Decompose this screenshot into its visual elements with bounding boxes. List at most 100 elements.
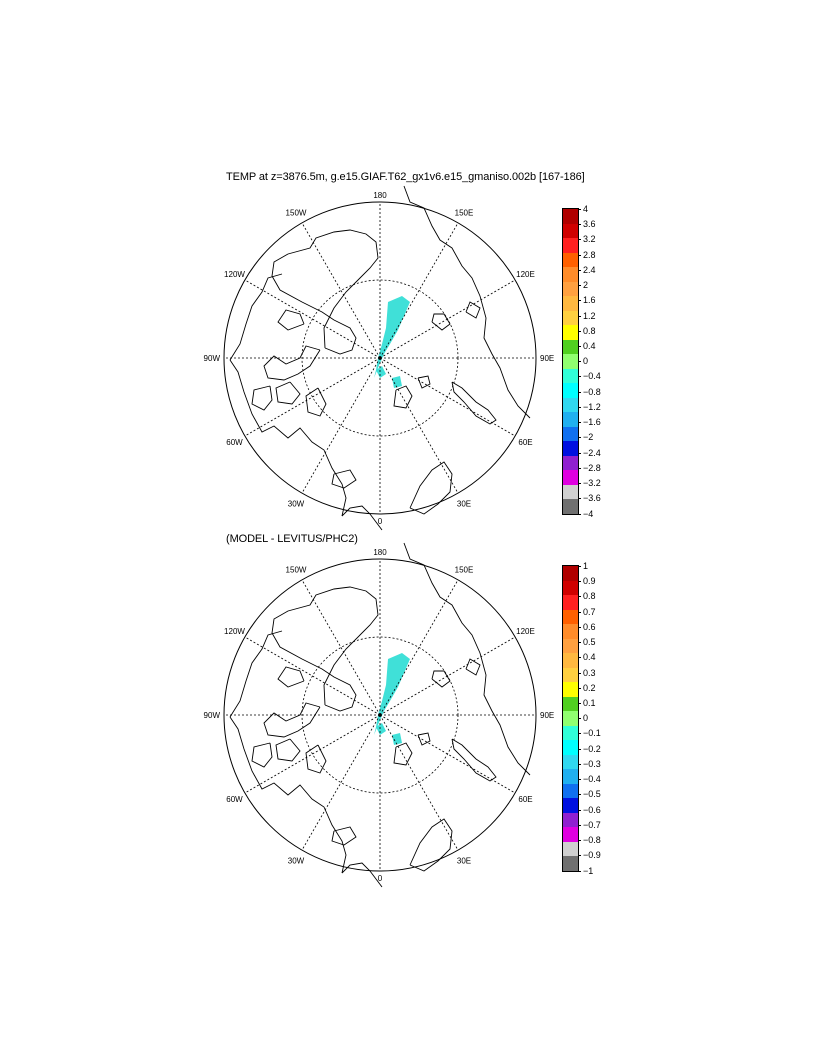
coastline: [417, 732, 431, 746]
colorbar-label: 0.4: [583, 652, 596, 663]
coastline: [229, 359, 347, 517]
colorbar-swatch: [563, 595, 578, 610]
colorbar-swatch: [563, 223, 578, 239]
colorbar-label: −0.6: [583, 804, 601, 815]
colorbar-tick: [578, 763, 581, 765]
panel-title-temp: TEMP at z=3876.5m, g.e15.GIAF.T62_gx1v6.…: [226, 171, 585, 183]
meridian-line: [379, 714, 516, 794]
polar-map-difference: 180 150E 120E 90E 60E 30E 0 30W 60W 90W 120W 150W: [204, 542, 554, 888]
colorbar-tick: [578, 483, 581, 485]
meridian-line: [301, 222, 381, 359]
longitude-label: 120W: [224, 270, 245, 279]
coastline: [341, 862, 383, 888]
coastline: [393, 742, 413, 766]
colorbar-swatch: [563, 798, 578, 813]
colorbar-label: 0.4: [583, 341, 596, 352]
colorbar-label: −2: [583, 432, 594, 443]
colorbar-tick: [578, 422, 581, 424]
colorbar-tick: [578, 406, 581, 408]
colorbar-swatch: [563, 252, 578, 268]
panel-title-difference: (MODEL - LEVITUS/PHC2): [226, 533, 358, 545]
colorbar-swatch: [563, 368, 578, 384]
colorbar-label: −1: [583, 865, 594, 876]
colorbar-tick: [578, 748, 581, 750]
colorbar-swatch: [563, 296, 578, 311]
colorbar-swatch: [563, 841, 578, 857]
colorbar-label: 0.2: [583, 682, 596, 693]
colorbar-tick: [578, 581, 581, 583]
colorbar-label: −0.5: [583, 789, 601, 800]
coastline: [431, 670, 451, 688]
polar-map-temp: 180 150E 120E 90E 60E 30E 0 30W 60W 90W 120W 150W: [204, 185, 554, 531]
coastline: [275, 738, 301, 762]
colorbar-tick: [578, 824, 581, 826]
colorbar-tick: [578, 687, 581, 689]
meridian-line: [244, 279, 381, 359]
colorbar-tick: [578, 391, 581, 393]
colorbar-label: 2: [583, 280, 589, 291]
colorbar-label: −0.4: [583, 371, 601, 382]
coastline: [229, 716, 347, 874]
colorbar-swatch: [563, 238, 578, 253]
colorbar-label: −0.1: [583, 728, 601, 739]
colorbar-swatch: [563, 653, 578, 668]
colorbar-tick: [578, 596, 581, 598]
longitude-label: 30W: [288, 856, 305, 865]
colorbar-swatch: [563, 484, 578, 500]
coastline: [275, 381, 301, 405]
colorbar-swatch: [563, 455, 578, 471]
colorbar-swatch: [563, 426, 578, 442]
longitude-label: 30W: [288, 499, 305, 508]
colorbar-tick: [578, 376, 581, 378]
colorbar-swatch: [563, 339, 578, 355]
colorbar-label: 4: [583, 204, 589, 214]
colorbar-swatch: [563, 609, 578, 625]
colorbar-swatch: [563, 441, 578, 456]
colorbar-label: 0.6: [583, 621, 596, 632]
colorbar-tick: [578, 346, 581, 348]
colorbar-tick: [578, 855, 581, 857]
colorbar-swatch: [563, 470, 578, 485]
colorbar-label: −0.9: [583, 850, 601, 861]
colorbar-tick: [578, 611, 581, 613]
coastline: [403, 542, 531, 776]
colorbar-tick: [578, 254, 581, 256]
colorbar-label: −0.8: [583, 835, 601, 846]
colorbar-swatch: [563, 667, 578, 683]
coastline: [277, 309, 305, 331]
meridian-line: [379, 579, 459, 716]
longitude-label: 90E: [540, 354, 554, 363]
colorbar-swatch: [563, 325, 578, 340]
colorbar-tick: [578, 703, 581, 705]
colorbar-label: 1: [583, 561, 589, 571]
coastline: [451, 381, 497, 425]
colorbar-swatch: [563, 783, 578, 799]
longitude-label: 90E: [540, 711, 554, 720]
longitude-label: 150W: [286, 566, 307, 575]
colorbar-swatch: [563, 725, 578, 741]
coastline: [409, 461, 453, 515]
colorbar-swatch: [563, 754, 578, 770]
colorbar-label: 0.7: [583, 606, 596, 617]
longitude-label: 90W: [204, 711, 221, 720]
colorbar-tick: [578, 330, 581, 332]
colorbar-swatch: [563, 740, 578, 755]
colorbar-tick: [578, 779, 581, 781]
colorbar-label: −2.8: [583, 462, 601, 473]
longitude-label: 150E: [455, 566, 474, 575]
field-region: [376, 366, 386, 378]
longitude-label: 150W: [286, 209, 307, 218]
colorbar-swatch: [563, 267, 578, 282]
colorbar-tick: [578, 840, 581, 842]
meridian-line: [301, 579, 381, 716]
coastline: [451, 738, 497, 782]
colorbar-swatch: [563, 499, 578, 514]
longitude-label: 0: [378, 874, 383, 883]
colorbar-tick: [578, 300, 581, 302]
colorbar-tick: [578, 672, 581, 674]
coastline: [271, 586, 379, 712]
colorbar-label: −0.7: [583, 819, 601, 830]
colorbar-swatch: [563, 397, 578, 413]
colorbar-label: −3.2: [583, 478, 601, 489]
colorbar-tick: [578, 870, 581, 872]
